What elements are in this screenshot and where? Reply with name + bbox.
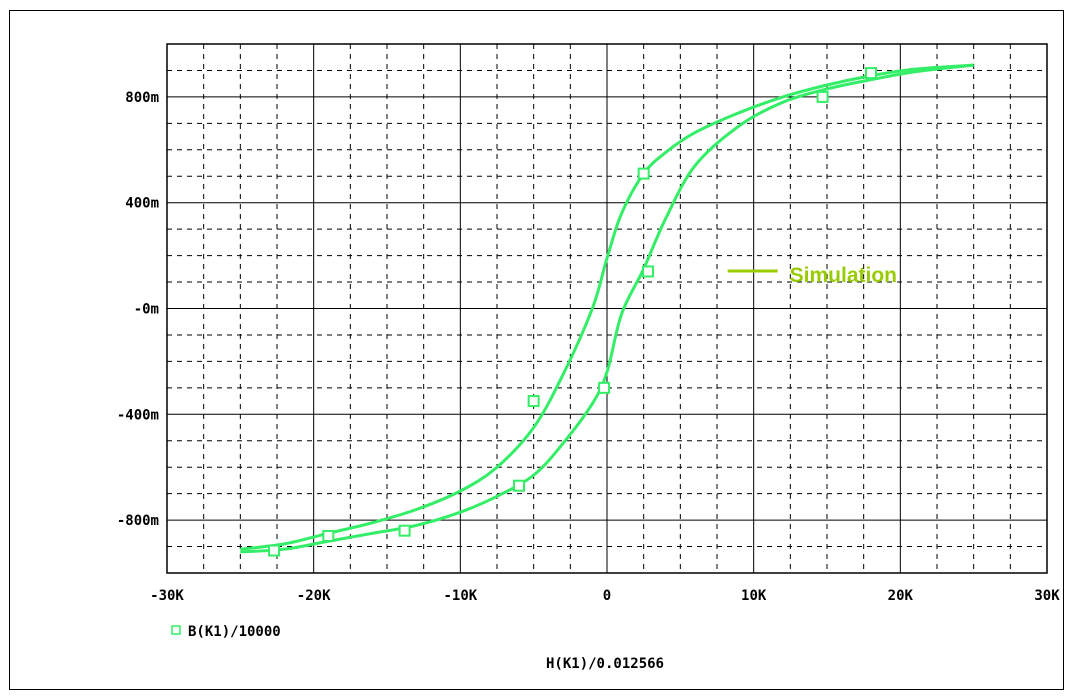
x-tick-label: 30K [1034, 588, 1060, 604]
y-tick-label: -800m [117, 513, 159, 529]
hysteresis-chart: -30K -20K -10K 0 10K 20K 30K 800m 400m -0m -400m -8… [117, 43, 1060, 672]
y-tick-label: -0m [134, 302, 159, 318]
data-point-marker [642, 265, 655, 278]
x-tick-label: 0 [603, 588, 611, 604]
x-tick-label: -10K [443, 588, 477, 604]
plot-area-border [166, 43, 1048, 574]
series-layer [240, 63, 974, 557]
plot-window: -30K -20K -10K 0 10K 20K 30K 800m 400m -0m -400m -8… [9, 10, 1064, 690]
data-point-marker [398, 524, 411, 537]
x-tick-label: 20K [888, 588, 914, 604]
x-tick-label: 10K [741, 588, 767, 604]
y-tick-label: 400m [125, 196, 159, 212]
y-tick-label: 800m [125, 90, 159, 106]
grid [167, 44, 1047, 573]
data-point-marker [527, 395, 540, 408]
data-point-marker [513, 479, 525, 492]
data-point-marker [598, 381, 611, 394]
data-point-marker [322, 529, 335, 542]
annotation: Simulation [727, 264, 897, 287]
x-tick-label: -20K [297, 588, 331, 604]
legend: B(K1)/10000 [171, 624, 281, 640]
data-point-marker [268, 544, 281, 557]
tick-labels: -30K -20K -10K 0 10K 20K 30K 800m 400m -0m -400m -8… [117, 90, 1060, 604]
series-line-lower [240, 63, 974, 554]
legend-label: B(K1)/10000 [188, 624, 281, 640]
annotation-text: Simulation [790, 264, 897, 287]
series-line-upper [240, 63, 974, 551]
data-point-marker [816, 90, 829, 103]
data-point-marker [637, 167, 650, 180]
x-axis-label: H(K1)/0.012566 [546, 656, 664, 672]
legend-marker-square-icon [171, 625, 181, 635]
x-tick-label: -30K [150, 588, 184, 604]
y-tick-label: -400m [117, 407, 159, 423]
data-point-marker [865, 67, 877, 80]
